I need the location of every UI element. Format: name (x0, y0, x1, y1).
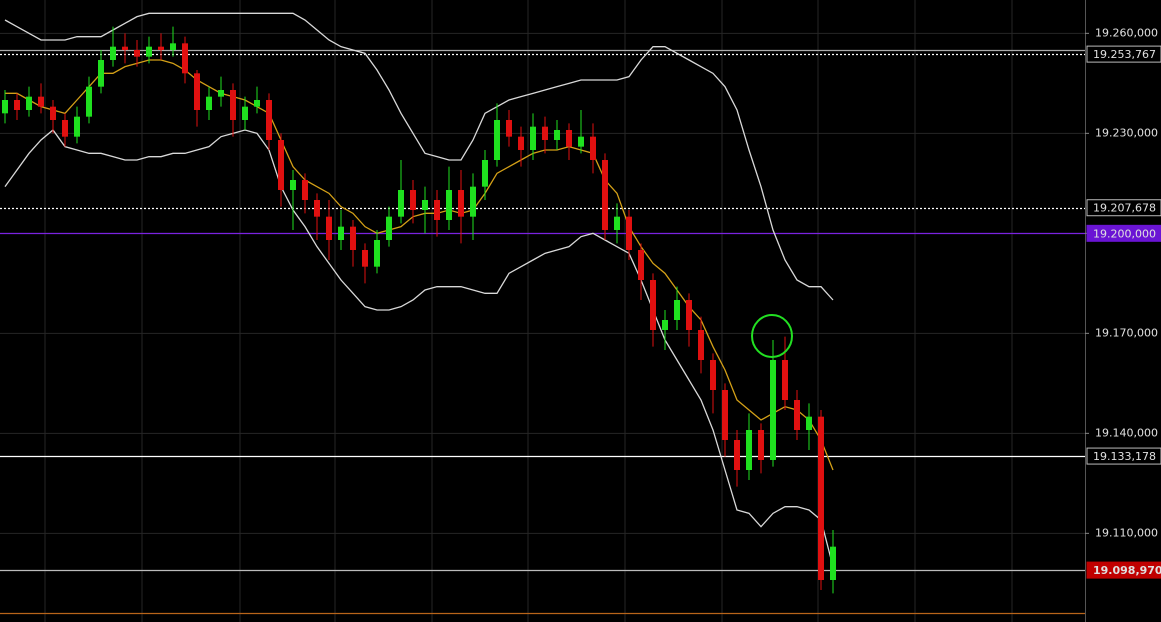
candle-body (746, 430, 752, 470)
candle-body (218, 90, 224, 97)
candle-body (2, 100, 8, 114)
candle-body (830, 546, 836, 580)
level-label: 19.133,178 (1093, 450, 1156, 463)
level-label: 19.098,970 (1093, 564, 1161, 577)
level-label-box (1086, 561, 1161, 579)
candle-body (362, 250, 368, 267)
candle-body (530, 126, 536, 150)
level-label: 19.200,000 (1093, 227, 1156, 240)
candle-body (338, 226, 344, 240)
candle-body (578, 136, 584, 147)
candle-body (266, 100, 272, 140)
candle-body (398, 190, 404, 217)
candle-body (278, 140, 284, 190)
candle-body (638, 250, 644, 280)
candle-body (698, 330, 704, 360)
candle-body (146, 46, 152, 57)
candle-body (722, 390, 728, 440)
candle-body (206, 96, 212, 110)
band-line (4, 12, 834, 301)
candle-body (506, 120, 512, 137)
y-tick-label: 19.230,000 (1095, 126, 1158, 139)
level-label-box (1086, 45, 1161, 63)
candle-body (470, 186, 476, 217)
candle-body (290, 180, 296, 190)
candle-body (350, 226, 356, 250)
candle-body (458, 190, 464, 217)
candle-body (554, 130, 560, 140)
candle-body (518, 136, 524, 150)
candle-body (314, 200, 320, 217)
annotation-circle (751, 314, 793, 358)
candle-body (590, 136, 596, 160)
candle-body (770, 360, 776, 460)
candle-body (194, 73, 200, 110)
y-tick-label: 19.170,000 (1095, 326, 1158, 339)
candle-body (482, 160, 488, 187)
y-tick-label: 19.260,000 (1095, 26, 1158, 39)
band-line (5, 59, 834, 471)
candle-body (230, 90, 236, 120)
candle-body (734, 440, 740, 470)
candle-body (170, 43, 176, 50)
candle-body (302, 180, 308, 200)
candle-body (602, 160, 608, 230)
y-tick-label: 19.140,000 (1095, 426, 1158, 439)
candle-body (158, 46, 164, 50)
candle-body (98, 60, 104, 87)
level-label-box (1086, 447, 1161, 465)
candle-body (494, 120, 500, 160)
candle-body (26, 96, 32, 110)
candle-body (374, 240, 380, 267)
candle-body (758, 430, 764, 460)
candle-body (14, 100, 20, 110)
candle-body (650, 280, 656, 330)
candle-body (686, 300, 692, 330)
candle-body (422, 200, 428, 210)
candle-body (62, 120, 68, 137)
candle-body (434, 200, 440, 220)
candle-body (134, 50, 140, 57)
candle-body (818, 416, 824, 580)
candle-body (806, 416, 812, 430)
time-grid (44, 0, 1013, 622)
candle-body (662, 320, 668, 330)
level-label-box (1086, 224, 1161, 242)
candle-body (38, 96, 44, 107)
candle-body (122, 46, 128, 50)
band-line (4, 129, 834, 567)
candle-body (446, 190, 452, 220)
level-label: 19.207,678 (1093, 202, 1156, 215)
candle-body (626, 216, 632, 250)
candle-body (710, 360, 716, 390)
candle-body (86, 86, 92, 117)
candle-body (254, 100, 260, 107)
candle-body (50, 106, 56, 120)
candle-body (566, 130, 572, 147)
candle-body (782, 360, 788, 400)
y-tick-label: 19.110,000 (1095, 526, 1158, 539)
candle-body (242, 106, 248, 120)
candle-body (326, 216, 332, 240)
candle-body (794, 400, 800, 430)
candle-body (110, 46, 116, 60)
candle-body (74, 116, 80, 137)
candle-body (410, 190, 416, 210)
candle-body (674, 300, 680, 320)
candle-body (614, 216, 620, 230)
level-label: 19.253,767 (1093, 48, 1156, 61)
level-label-box (1086, 199, 1161, 217)
candle-body (386, 216, 392, 240)
candle-body (542, 126, 548, 140)
candle-body (182, 43, 188, 74)
